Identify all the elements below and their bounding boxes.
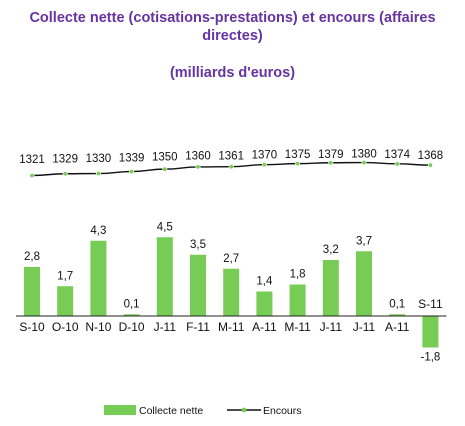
bar-value-label-3: 0,1 — [124, 298, 140, 310]
encours-value-label-5: 1360 — [185, 150, 211, 162]
bar-collecte-2 — [90, 240, 107, 316]
encours-point-12 — [427, 162, 433, 168]
encours-point-2 — [95, 171, 101, 177]
bar-value-label-9: 3,2 — [323, 244, 339, 256]
bar-collecte-4 — [156, 237, 173, 316]
x-tick-label-1: O-10 — [52, 320, 79, 334]
bar-collecte-3 — [123, 314, 140, 316]
encours-point-3 — [129, 169, 135, 175]
encours-value-label-4: 1350 — [152, 151, 178, 163]
encours-point-4 — [162, 166, 168, 172]
encours-value-label-8: 1375 — [285, 149, 311, 161]
encours-value-label-12: 1368 — [418, 150, 444, 162]
x-tick-label-3: D-10 — [119, 320, 145, 334]
encours-point-10 — [361, 160, 367, 166]
encours-value-label-6: 1361 — [218, 150, 244, 162]
x-tick-label-6: M-11 — [218, 320, 245, 334]
x-tick-label-10: J-11 — [353, 320, 376, 334]
bar-collecte-1 — [57, 286, 74, 316]
bar-collecte-6 — [223, 268, 240, 316]
bar-value-label-12: -1,8 — [420, 352, 440, 364]
x-tick-label-2: N-10 — [85, 320, 111, 334]
bar-value-label-5: 3,5 — [190, 239, 206, 251]
encours-point-11 — [394, 161, 400, 167]
encours-point-8 — [295, 161, 301, 167]
bar-collecte-11 — [389, 314, 406, 316]
bar-collecte-5 — [190, 254, 206, 316]
x-tick-label-12: S-11 — [418, 297, 443, 311]
bar-value-label-6: 2,7 — [223, 253, 239, 265]
bar-value-label-0: 2,8 — [24, 251, 40, 263]
x-tick-label-7: A-11 — [252, 320, 277, 334]
x-tick-label-0: S-10 — [19, 320, 45, 334]
bar-value-label-8: 1,8 — [290, 269, 306, 281]
bar-value-label-7: 1,4 — [256, 276, 273, 288]
x-tick-label-5: F-11 — [186, 320, 210, 334]
bar-value-label-10: 3,7 — [356, 235, 372, 247]
bar-collecte-10 — [356, 251, 372, 316]
bar-value-label-1: 1,7 — [57, 270, 73, 282]
bar-collecte-8 — [289, 284, 306, 316]
bar-collecte-0 — [24, 267, 40, 316]
bar-value-label-4: 4,5 — [157, 221, 173, 233]
encours-point-7 — [261, 162, 267, 168]
encours-point-1 — [62, 171, 68, 177]
encours-value-label-10: 1380 — [351, 149, 377, 161]
bar-collecte-9 — [322, 260, 339, 316]
encours-value-label-9: 1379 — [318, 149, 344, 161]
encours-point-9 — [328, 160, 334, 166]
encours-value-label-2: 1330 — [86, 153, 112, 165]
bar-collecte-12 — [422, 316, 439, 348]
bar-value-label-11: 0,1 — [389, 298, 405, 310]
chart-title: Collecte nette (cotisations-prestations)… — [29, 10, 436, 44]
encours-value-label-3: 1339 — [119, 152, 145, 164]
x-tick-label-11: A-11 — [385, 320, 410, 334]
chart-subtitle: (milliards d'euros) — [169, 65, 296, 81]
encours-value-label-0: 1321 — [19, 154, 45, 166]
encours-value-label-7: 1370 — [252, 150, 278, 162]
encours-value-label-1: 1329 — [52, 153, 78, 165]
legend-label-collecte: Collecte nette — [139, 405, 203, 417]
encours-value-label-11: 1374 — [384, 149, 410, 161]
encours-point-5 — [195, 164, 201, 170]
legend-swatch-collecte — [104, 405, 136, 415]
x-tick-label-9: J-11 — [320, 320, 343, 334]
encours-point-6 — [228, 164, 234, 170]
x-tick-label-4: J-11 — [154, 320, 177, 334]
encours-point-0 — [29, 173, 35, 179]
bar-value-label-2: 4,3 — [90, 225, 106, 237]
legend-marker-encours — [241, 407, 247, 413]
x-tick-label-8: M-11 — [284, 320, 311, 334]
bar-collecte-7 — [256, 291, 273, 316]
legend-label-encours: Encours — [263, 405, 302, 417]
